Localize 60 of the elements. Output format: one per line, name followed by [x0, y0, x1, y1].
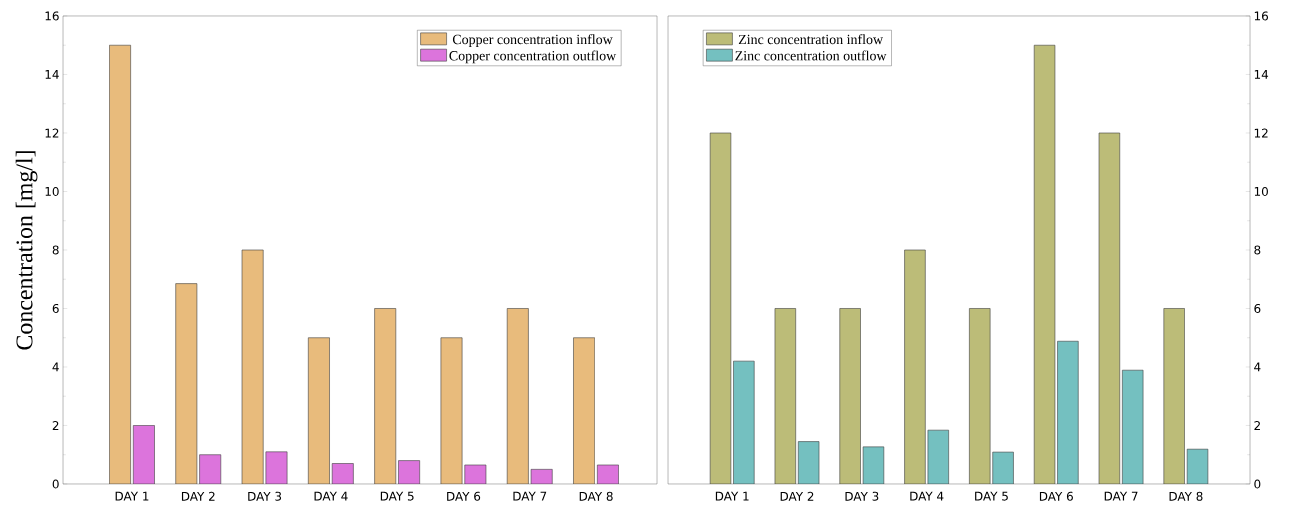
y-axis-title: Concentration [mg/l]	[15, 151, 38, 350]
x-tick-label: DAY 8	[1169, 491, 1203, 501]
bar	[839, 308, 861, 484]
y-tick-label: 0	[1254, 479, 1261, 489]
x-tick-label: DAY 7	[1104, 491, 1138, 501]
bar	[308, 337, 330, 484]
y-tick-label: 10	[1254, 186, 1268, 197]
x-tick-label: DAY 3	[845, 491, 879, 501]
bar	[1122, 370, 1144, 484]
y-tick-label: 4	[52, 362, 59, 372]
x-tick-label: DAY 2	[780, 491, 814, 501]
y-tick-label: 4	[1254, 362, 1261, 372]
x-tick-label: DAY 2	[181, 491, 215, 501]
bar	[1057, 341, 1079, 484]
x-tick-label: DAY 1	[115, 491, 149, 501]
bar	[904, 249, 926, 484]
y-tick-label: 6	[52, 303, 59, 314]
x-tick-label: DAY 3	[248, 491, 282, 501]
bar	[710, 132, 731, 484]
y-tick-label: 2	[52, 421, 59, 430]
bar	[1099, 132, 1120, 484]
bar	[733, 361, 755, 484]
x-tick-label: DAY 6	[447, 491, 481, 501]
legend-label: Copper concentration inflow	[452, 34, 613, 47]
y-tick-label: 10	[45, 186, 59, 197]
bar	[199, 454, 221, 484]
x-tick-label: DAY 8	[579, 491, 613, 501]
y-tick-label: 6	[1254, 303, 1261, 314]
x-tick-label: DAY 5	[380, 491, 414, 501]
legend-label: Copper concentration outflow	[449, 50, 617, 64]
bar	[774, 308, 796, 484]
y-tick-label: 0	[52, 479, 59, 489]
y-tick-label: 12	[1254, 128, 1268, 138]
bar	[969, 308, 991, 484]
y-tick-label: 12	[45, 128, 59, 138]
x-tick-label: DAY 5	[975, 491, 1008, 501]
y-tick-label: 14	[45, 70, 59, 79]
x-tick-label: DAY 7	[513, 491, 547, 501]
y-tick-label: 14	[1254, 70, 1269, 79]
bar	[507, 308, 529, 484]
y-tick-label: 16	[1254, 11, 1269, 21]
legend-label: Zinc concentration outflow	[735, 50, 887, 61]
bar	[109, 45, 131, 484]
legend-label: Zinc concentration inflow	[738, 34, 884, 45]
bar	[242, 249, 264, 484]
x-tick-label: DAY 6	[1039, 491, 1073, 501]
y-tick-label: 8	[52, 245, 59, 255]
x-tick-label: DAY 1	[715, 491, 749, 501]
y-tick-label: 8	[1254, 245, 1261, 255]
x-tick-label: DAY 4	[314, 491, 348, 501]
bar	[573, 337, 596, 484]
y-tick-label: 16	[45, 11, 59, 21]
bar	[374, 308, 396, 484]
bar	[175, 283, 197, 484]
bar	[133, 425, 155, 484]
bar	[992, 452, 1014, 484]
y-tick-label: 2	[1254, 421, 1260, 430]
bar	[1034, 45, 1055, 484]
bar	[1163, 308, 1185, 484]
x-tick-label: DAY 4	[910, 491, 944, 501]
